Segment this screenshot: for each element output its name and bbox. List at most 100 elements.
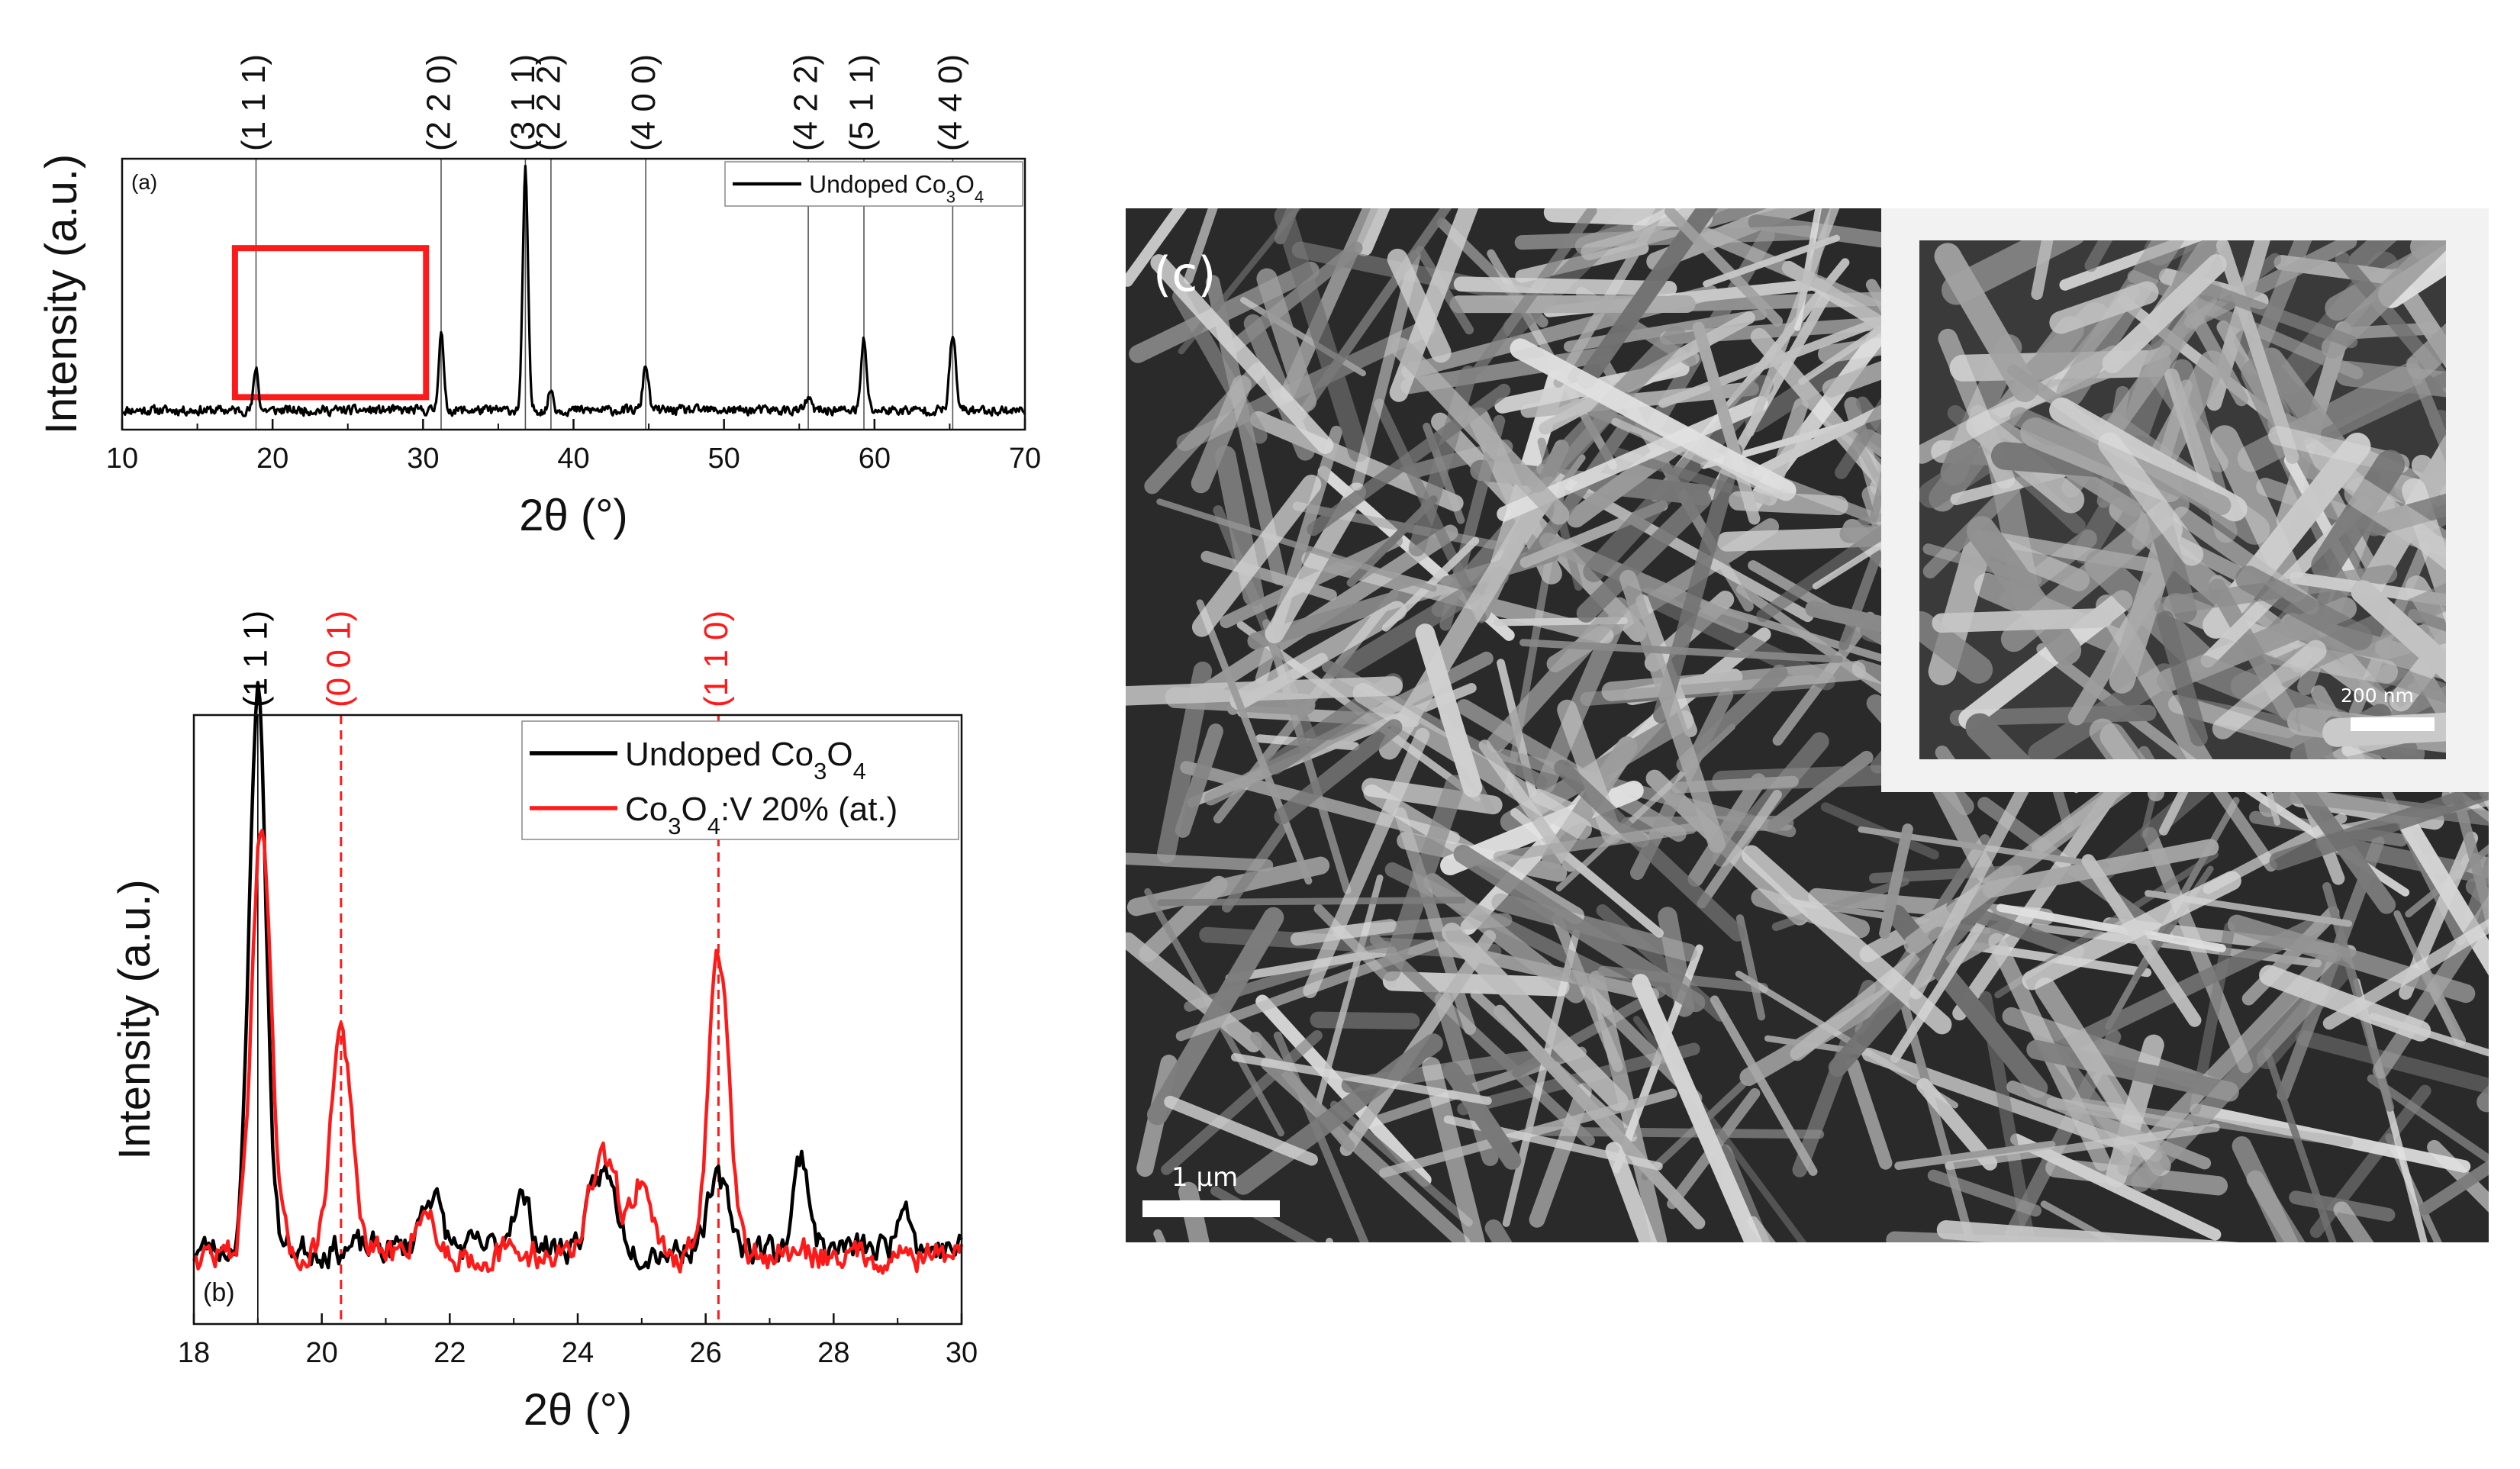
scale-bar-main xyxy=(1142,1200,1280,1217)
x-axis-label: 2θ (°) xyxy=(524,1385,632,1435)
fiber-texture xyxy=(2351,580,2446,683)
fiber-texture xyxy=(1861,1047,2163,1162)
x-tick-label: 60 xyxy=(859,443,891,475)
fiber-texture xyxy=(1632,974,1763,1242)
zoom-highlight-box xyxy=(231,245,430,401)
fiber-texture xyxy=(1577,208,1719,389)
fiber-texture xyxy=(1291,919,1397,946)
fiber-texture xyxy=(1886,1231,2163,1242)
fiber-texture xyxy=(1952,778,2125,1021)
fiber-texture xyxy=(1771,877,1909,932)
fiber-texture xyxy=(2031,240,2054,301)
fiber-texture xyxy=(1191,375,1252,494)
fiber-texture xyxy=(1676,664,1788,773)
fiber-texture xyxy=(2372,894,2489,1079)
fiber-texture xyxy=(1126,932,1262,1052)
fiber-texture xyxy=(2157,610,2208,747)
fiber-texture xyxy=(2015,302,2111,397)
sem-inset-graphic xyxy=(1919,240,2446,759)
x-tick-label: 70 xyxy=(1009,443,1041,475)
fiber-texture xyxy=(2393,910,2460,1041)
fiber-texture xyxy=(1191,475,1322,637)
data-series-line-1 xyxy=(121,164,1026,417)
fiber-texture xyxy=(2215,240,2299,464)
fiber-texture xyxy=(2335,251,2446,394)
fiber-texture xyxy=(1256,268,1317,412)
fiber-texture xyxy=(1164,1095,1318,1166)
x-axis-label: 2θ (°) xyxy=(519,491,627,540)
fiber-texture xyxy=(1536,463,1814,623)
reflection-label: (4 0 0) xyxy=(625,54,662,151)
fiber-texture xyxy=(1554,759,1746,942)
x-tick-label: 50 xyxy=(708,443,740,475)
x-tick-label: 24 xyxy=(562,1337,594,1369)
fiber-texture xyxy=(1486,597,1629,753)
scale-bar-main-label: 1 µm xyxy=(1171,1162,1239,1193)
fiber-texture xyxy=(1891,970,1976,1242)
fiber-texture xyxy=(2198,281,2358,349)
fiber-texture xyxy=(1806,208,1832,282)
fiber-texture xyxy=(1605,1142,1658,1242)
reflection-label: (2 2 0) xyxy=(421,54,458,151)
fiber-texture xyxy=(2235,565,2373,651)
fiber-texture xyxy=(2406,323,2446,379)
reflection-label: (4 4 0) xyxy=(932,54,969,151)
fiber-texture xyxy=(1184,208,1218,285)
fiber-texture xyxy=(2028,663,2177,759)
fiber-texture xyxy=(1687,773,1767,887)
fiber-texture xyxy=(1161,1029,1323,1175)
x-tick-label: 40 xyxy=(557,443,589,475)
fiber-texture xyxy=(1274,719,1403,825)
fiber-texture xyxy=(1150,254,1334,454)
fiber-texture xyxy=(1745,208,1840,437)
fiber-texture xyxy=(1576,489,1712,623)
fiber-texture xyxy=(2367,1074,2489,1165)
fiber-texture xyxy=(1966,516,2082,665)
fiber-texture xyxy=(2344,478,2446,567)
fiber-texture xyxy=(2399,817,2489,976)
fiber-texture xyxy=(1890,908,1993,1063)
fiber-texture xyxy=(1230,1053,1492,1105)
fiber-texture xyxy=(1415,623,1483,797)
fiber-texture xyxy=(2048,916,2325,1059)
fiber-texture xyxy=(2210,425,2309,603)
fiber-texture xyxy=(1226,241,1363,355)
fiber-texture xyxy=(1946,899,2085,959)
fiber-texture xyxy=(1916,1078,1998,1171)
fiber-texture xyxy=(2098,432,2204,566)
fiber-texture xyxy=(2320,371,2446,442)
fiber-texture xyxy=(1838,549,1883,651)
x-tick-label: 22 xyxy=(433,1337,466,1369)
x-tick-label: 10 xyxy=(106,443,138,475)
fiber-texture xyxy=(1519,639,1844,663)
fiber-texture xyxy=(1313,904,1397,988)
fiber-texture xyxy=(1156,498,1437,592)
reflection-label: (1 1 0) xyxy=(698,610,735,707)
fiber-texture xyxy=(2168,694,2383,759)
x-tick-label: 20 xyxy=(256,443,288,475)
panel-letter: (a) xyxy=(131,170,157,194)
fiber-texture xyxy=(1196,599,1313,885)
fiber-texture xyxy=(1936,1220,2240,1242)
fiber-texture xyxy=(1387,248,1452,363)
fiber-texture xyxy=(1279,208,1379,401)
fiber-texture xyxy=(1552,913,1623,1072)
legend-label-1: Undoped Co3O4 xyxy=(809,171,984,207)
fiber-texture xyxy=(1303,727,1430,999)
fiber-texture xyxy=(1945,1123,2220,1170)
fiber-texture xyxy=(1932,607,2113,633)
fiber-texture xyxy=(1611,417,1784,499)
legend-label-2: Co3O4:V 20% (at.) xyxy=(625,791,897,839)
fiber-texture xyxy=(1539,532,1749,633)
fiber-texture xyxy=(1381,536,1480,632)
fiber-texture xyxy=(2263,1048,2337,1242)
fiber-texture xyxy=(1703,234,1840,288)
fiber-texture xyxy=(1453,276,1677,296)
fiber-texture xyxy=(2298,704,2335,759)
fiber-texture xyxy=(1442,1061,1522,1170)
fiber-texture xyxy=(2259,965,2431,1042)
fiber-texture xyxy=(2241,906,2340,1006)
fiber-texture xyxy=(1919,610,1993,684)
fiber-texture xyxy=(1563,308,1768,353)
